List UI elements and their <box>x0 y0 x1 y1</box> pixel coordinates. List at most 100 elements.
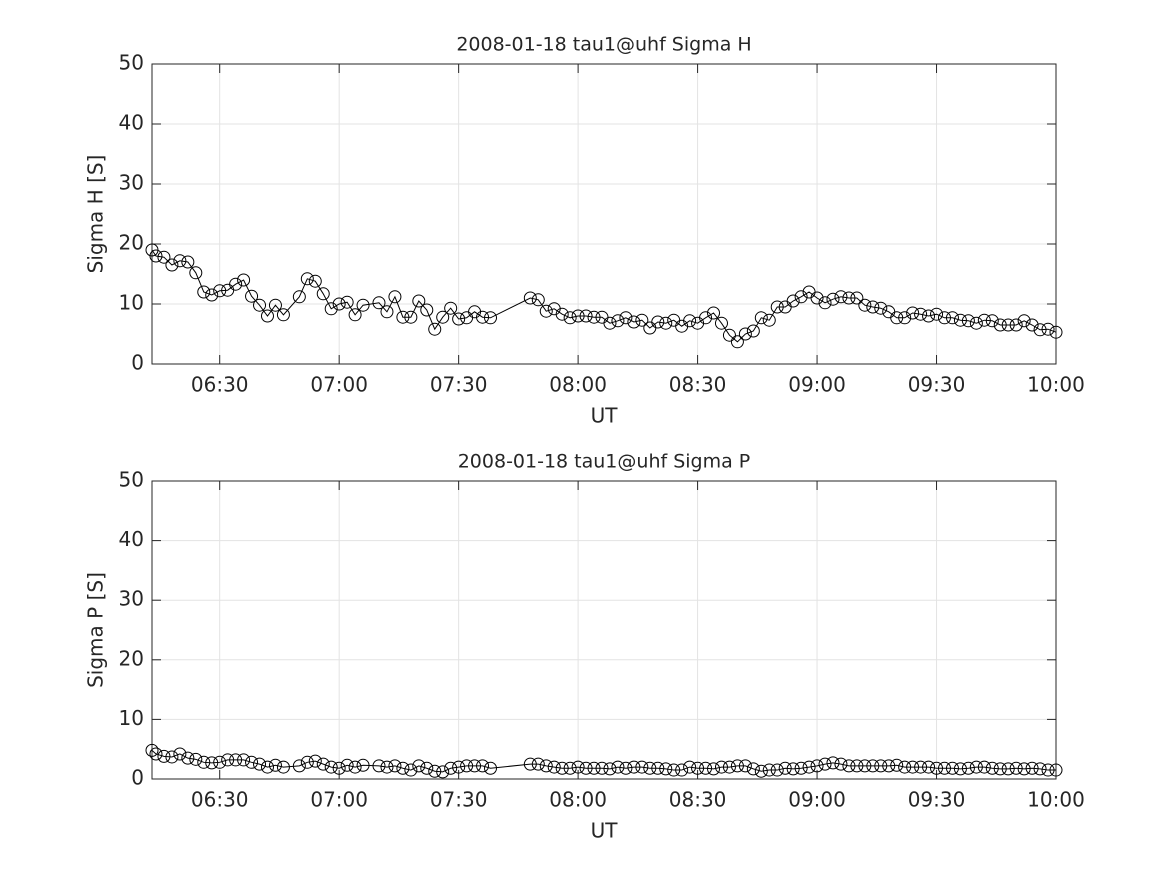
data-point <box>1033 323 1047 337</box>
y-tick-label: 20 <box>119 231 144 255</box>
data-point <box>834 290 848 304</box>
y-tick-label: 50 <box>119 468 144 492</box>
data-point <box>659 762 673 776</box>
data-point <box>1041 763 1055 777</box>
data-point <box>826 292 840 306</box>
data-point <box>985 314 999 328</box>
data-point <box>619 761 633 775</box>
data-point <box>396 310 410 324</box>
data-point <box>818 757 832 771</box>
data-point <box>300 272 314 286</box>
data-point <box>563 761 577 775</box>
data-point <box>850 759 864 773</box>
data-point <box>858 759 872 773</box>
plot-area <box>152 64 1056 364</box>
data-point <box>953 762 967 776</box>
data-point <box>1009 761 1023 775</box>
data-point <box>937 761 951 775</box>
data-point <box>253 298 267 312</box>
data-point <box>149 747 163 761</box>
y-tick-label: 20 <box>119 646 144 670</box>
data-point <box>1049 325 1063 339</box>
data-point <box>961 314 975 328</box>
data-point <box>611 760 625 774</box>
data-point <box>969 316 983 330</box>
data-point <box>173 254 187 268</box>
data-point <box>985 761 999 775</box>
data-point <box>914 760 928 774</box>
x-tick-label: 08:00 <box>549 373 607 397</box>
data-point <box>643 761 657 775</box>
data-point <box>436 765 450 779</box>
data-point <box>149 249 163 263</box>
data-point <box>802 760 816 774</box>
data-point <box>1009 318 1023 332</box>
data-point <box>197 755 211 769</box>
data-point <box>523 757 537 771</box>
data-line <box>151 249 1057 343</box>
data-point <box>675 763 689 777</box>
data-point <box>866 300 880 314</box>
data-point <box>969 760 983 774</box>
data-point <box>890 758 904 772</box>
data-point <box>890 311 904 325</box>
data-point <box>189 752 203 766</box>
data-point <box>324 302 338 316</box>
data-point <box>1025 318 1039 332</box>
data-point <box>412 294 426 308</box>
data-point <box>587 310 601 324</box>
data-point <box>308 754 322 768</box>
data-point <box>945 311 959 325</box>
data-point <box>977 313 991 327</box>
data-point <box>563 311 577 325</box>
data-point <box>484 311 498 325</box>
data-point <box>842 291 856 305</box>
data-point <box>850 291 864 305</box>
data-point <box>1033 762 1047 776</box>
data-point <box>683 760 697 774</box>
data-point <box>468 759 482 773</box>
data-point <box>738 327 752 341</box>
data-point <box>253 757 267 771</box>
data-point <box>380 305 394 319</box>
data-point <box>1017 314 1031 328</box>
data-line <box>151 750 1056 773</box>
data-point <box>906 760 920 774</box>
x-tick-label: 07:30 <box>430 373 488 397</box>
data-point <box>707 762 721 776</box>
data-point <box>332 761 346 775</box>
data-point <box>412 759 426 773</box>
x-tick-label: 10:00 <box>1027 373 1085 397</box>
data-point <box>770 763 784 777</box>
data-point <box>260 309 274 323</box>
data-point <box>268 758 282 772</box>
x-tick-label: 09:30 <box>908 373 966 397</box>
data-point <box>699 311 713 325</box>
data-point <box>778 761 792 775</box>
data-point <box>627 760 641 774</box>
data-point <box>810 759 824 773</box>
data-point <box>627 315 641 329</box>
data-point <box>906 306 920 320</box>
data-point <box>420 303 434 317</box>
data-point <box>213 755 227 769</box>
data-point <box>1001 762 1015 776</box>
data-point <box>922 760 936 774</box>
data-point <box>444 301 458 315</box>
data-point <box>786 294 800 308</box>
x-tick-label: 07:30 <box>430 788 488 812</box>
x-tick-label: 09:00 <box>788 788 846 812</box>
data-point <box>547 760 561 774</box>
data-point <box>794 290 808 304</box>
data-point <box>484 761 498 775</box>
data-point <box>213 284 227 298</box>
x-tick-label: 06:30 <box>191 373 249 397</box>
data-point <box>292 759 306 773</box>
data-point <box>189 266 203 280</box>
data-point <box>571 309 585 323</box>
y-axis-label: Sigma H [S] <box>84 155 108 274</box>
chart-title: 2008-01-18 tau1@uhf Sigma P <box>458 451 751 473</box>
data-point <box>531 293 545 307</box>
y-tick-label: 30 <box>119 171 144 195</box>
data-point <box>428 322 442 336</box>
